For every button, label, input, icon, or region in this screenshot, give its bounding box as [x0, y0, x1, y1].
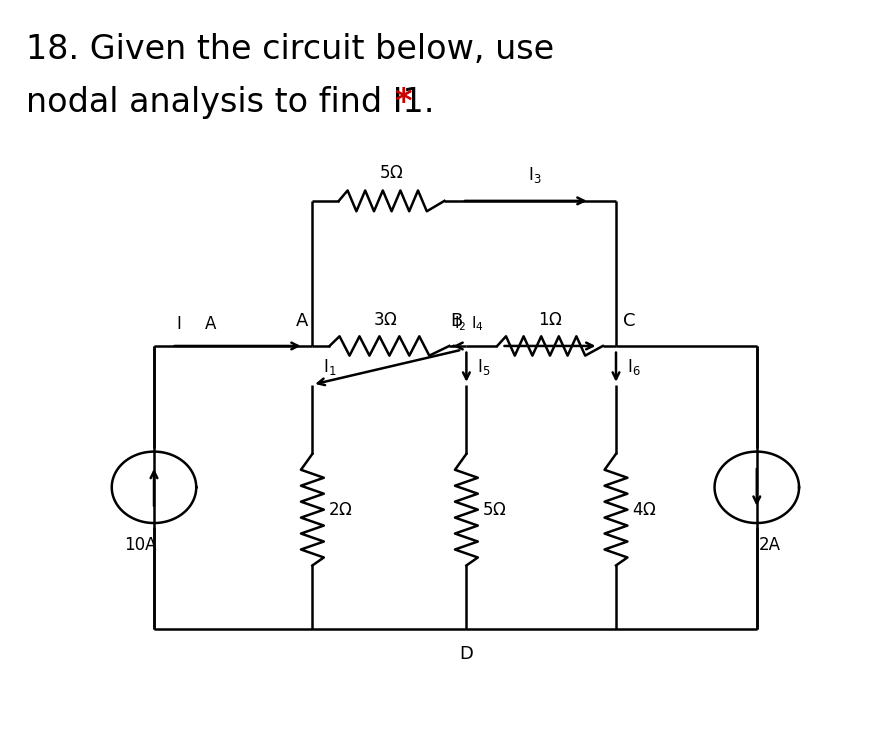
Text: nodal analysis to find I1.: nodal analysis to find I1. [26, 86, 445, 118]
Text: 2A: 2A [759, 536, 781, 554]
Text: I$_6$: I$_6$ [627, 357, 641, 377]
Text: 18. Given the circuit below, use: 18. Given the circuit below, use [26, 33, 554, 66]
Text: I: I [176, 315, 181, 333]
Text: I$_5$: I$_5$ [477, 357, 490, 377]
Text: *: * [394, 86, 412, 118]
Text: 5$\Omega$: 5$\Omega$ [482, 501, 507, 519]
Text: 5$\Omega$: 5$\Omega$ [379, 164, 404, 182]
Text: 3$\Omega$: 3$\Omega$ [372, 311, 398, 329]
Text: A: A [296, 312, 308, 330]
Text: I$_2$: I$_2$ [454, 314, 466, 333]
Text: I$_3$: I$_3$ [528, 164, 541, 185]
Text: A: A [205, 315, 216, 333]
Text: 4$\Omega$: 4$\Omega$ [632, 501, 656, 519]
Text: D: D [459, 645, 473, 663]
Text: 2$\Omega$: 2$\Omega$ [328, 501, 353, 519]
Text: I$_1$: I$_1$ [323, 357, 336, 377]
Text: C: C [623, 312, 635, 330]
Text: 10A: 10A [125, 536, 157, 554]
Text: I$_4$: I$_4$ [471, 314, 484, 333]
Text: B: B [450, 312, 462, 330]
Text: 1$\Omega$: 1$\Omega$ [538, 311, 562, 329]
